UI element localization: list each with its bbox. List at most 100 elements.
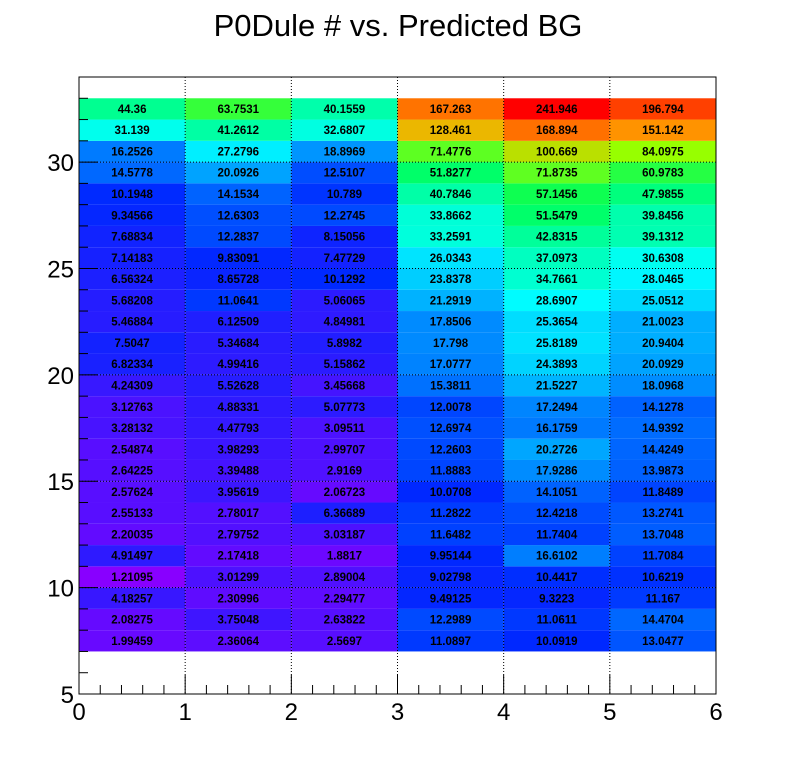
cell-value-label: 2.5697 <box>327 636 362 648</box>
heatmap-cell <box>397 225 504 248</box>
heatmap-cell <box>503 566 610 588</box>
heatmap-cell <box>79 545 186 567</box>
cell-value-label: 20.2726 <box>536 444 578 456</box>
heatmap-cell <box>609 353 716 375</box>
heatmap-cell <box>503 353 610 375</box>
heatmap-cell <box>609 332 716 354</box>
heatmap-cell <box>79 481 186 503</box>
heatmap-cell <box>609 523 716 546</box>
heatmap-cell <box>79 459 186 482</box>
heatmap-cell <box>503 481 610 503</box>
cell-value-label: 4.18257 <box>111 593 153 605</box>
heatmap-cell <box>291 459 398 482</box>
cell-value-label: 12.2603 <box>430 444 472 456</box>
heatmap-cell <box>291 396 398 418</box>
heatmap-cell <box>79 98 186 120</box>
cell-value-label: 25.3654 <box>536 317 578 329</box>
y-tick-label: 5 <box>61 682 74 709</box>
cell-value-label: 30.6308 <box>642 253 684 265</box>
cell-value-label: 39.8456 <box>642 210 684 222</box>
cell-value-label: 2.30996 <box>217 593 259 605</box>
heatmap-cell <box>503 311 610 333</box>
heatmap-cell <box>185 523 292 546</box>
cell-value-label: 71.4776 <box>430 146 472 158</box>
heatmap-cell <box>397 311 504 333</box>
heatmap-cell <box>291 183 398 205</box>
cell-value-label: 241.946 <box>536 104 578 116</box>
cell-value-label: 5.34684 <box>217 338 259 350</box>
x-tick-label: 2 <box>285 699 298 726</box>
x-tick-label: 6 <box>709 699 722 726</box>
x-tick-label: 1 <box>178 699 191 726</box>
heatmap-cell <box>291 162 398 184</box>
heatmap-cell <box>79 311 186 333</box>
heatmap-cell <box>609 438 716 460</box>
cell-value-label: 10.0708 <box>430 487 472 499</box>
heatmap-cell <box>397 396 504 418</box>
cell-value-label: 14.4249 <box>642 444 684 456</box>
heatmap-cell <box>609 247 716 269</box>
cell-value-label: 16.2526 <box>111 146 153 158</box>
heatmap-cell <box>185 183 292 205</box>
cell-value-label: 9.83091 <box>217 253 259 265</box>
cell-value-label: 4.99416 <box>217 359 259 371</box>
cell-value-label: 11.7404 <box>536 529 578 541</box>
cell-value-label: 3.75048 <box>217 615 259 627</box>
heatmap-cell <box>185 332 292 354</box>
heatmap-cell <box>291 502 398 524</box>
cell-value-label: 2.89004 <box>324 572 366 584</box>
heatmap-cell <box>397 289 504 312</box>
heatmap-cell <box>503 140 610 163</box>
cell-value-label: 12.6303 <box>217 210 259 222</box>
cell-value-label: 24.3893 <box>536 359 578 371</box>
heatmap-cell <box>609 481 716 503</box>
heatmap-cell <box>185 119 292 141</box>
heatmap-cell <box>79 608 186 631</box>
cell-value-label: 3.09511 <box>324 423 366 435</box>
heatmap-cell <box>79 183 186 205</box>
cell-value-label: 2.08275 <box>111 615 153 627</box>
cell-value-label: 37.0973 <box>536 253 578 265</box>
cell-value-label: 168.894 <box>536 125 578 137</box>
cell-value-label: 14.5778 <box>111 168 153 180</box>
heatmap-cell <box>79 204 186 226</box>
heatmap-cell <box>397 353 504 375</box>
heatmap-cell <box>397 523 504 546</box>
y-tick-label: 15 <box>47 469 74 496</box>
heatmap-cell <box>397 162 504 184</box>
cell-value-label: 9.95144 <box>430 551 472 563</box>
heatmap-cell <box>185 502 292 524</box>
cell-value-label: 25.0512 <box>642 295 684 307</box>
cell-value-label: 5.15862 <box>324 359 366 371</box>
heatmap-cell <box>503 545 610 567</box>
cell-value-label: 51.5479 <box>536 210 578 222</box>
cell-value-label: 32.6807 <box>324 125 366 137</box>
cell-value-label: 13.2741 <box>642 508 684 520</box>
cell-value-label: 27.2796 <box>217 146 259 158</box>
cell-value-label: 12.6974 <box>430 423 472 435</box>
cell-value-label: 4.84981 <box>324 317 366 329</box>
heatmap-cell <box>503 268 610 290</box>
cell-value-label: 1.21095 <box>111 572 153 584</box>
heatmap-cell <box>609 396 716 418</box>
heatmap-cell <box>503 396 610 418</box>
cell-value-label: 2.20035 <box>111 529 153 541</box>
heatmap-cell <box>503 183 610 205</box>
heatmap-cell <box>79 502 186 524</box>
heatmap-cell <box>397 459 504 482</box>
cell-value-label: 13.9873 <box>642 466 684 478</box>
cell-value-label: 2.06723 <box>324 487 366 499</box>
cell-value-label: 3.01299 <box>217 572 259 584</box>
cell-value-label: 4.91497 <box>111 551 153 563</box>
heatmap-cell <box>503 204 610 226</box>
cell-value-label: 41.2612 <box>217 125 259 137</box>
heatmap-cell <box>503 289 610 312</box>
cell-value-label: 10.1948 <box>111 189 153 201</box>
heatmap-cell <box>503 630 610 652</box>
cell-value-label: 17.2494 <box>536 402 578 414</box>
heatmap-cell <box>291 481 398 503</box>
cell-value-label: 14.1534 <box>217 189 259 201</box>
cell-value-label: 11.0897 <box>430 636 471 648</box>
heatmap-cell <box>79 417 186 439</box>
heatmap-cell <box>291 608 398 631</box>
